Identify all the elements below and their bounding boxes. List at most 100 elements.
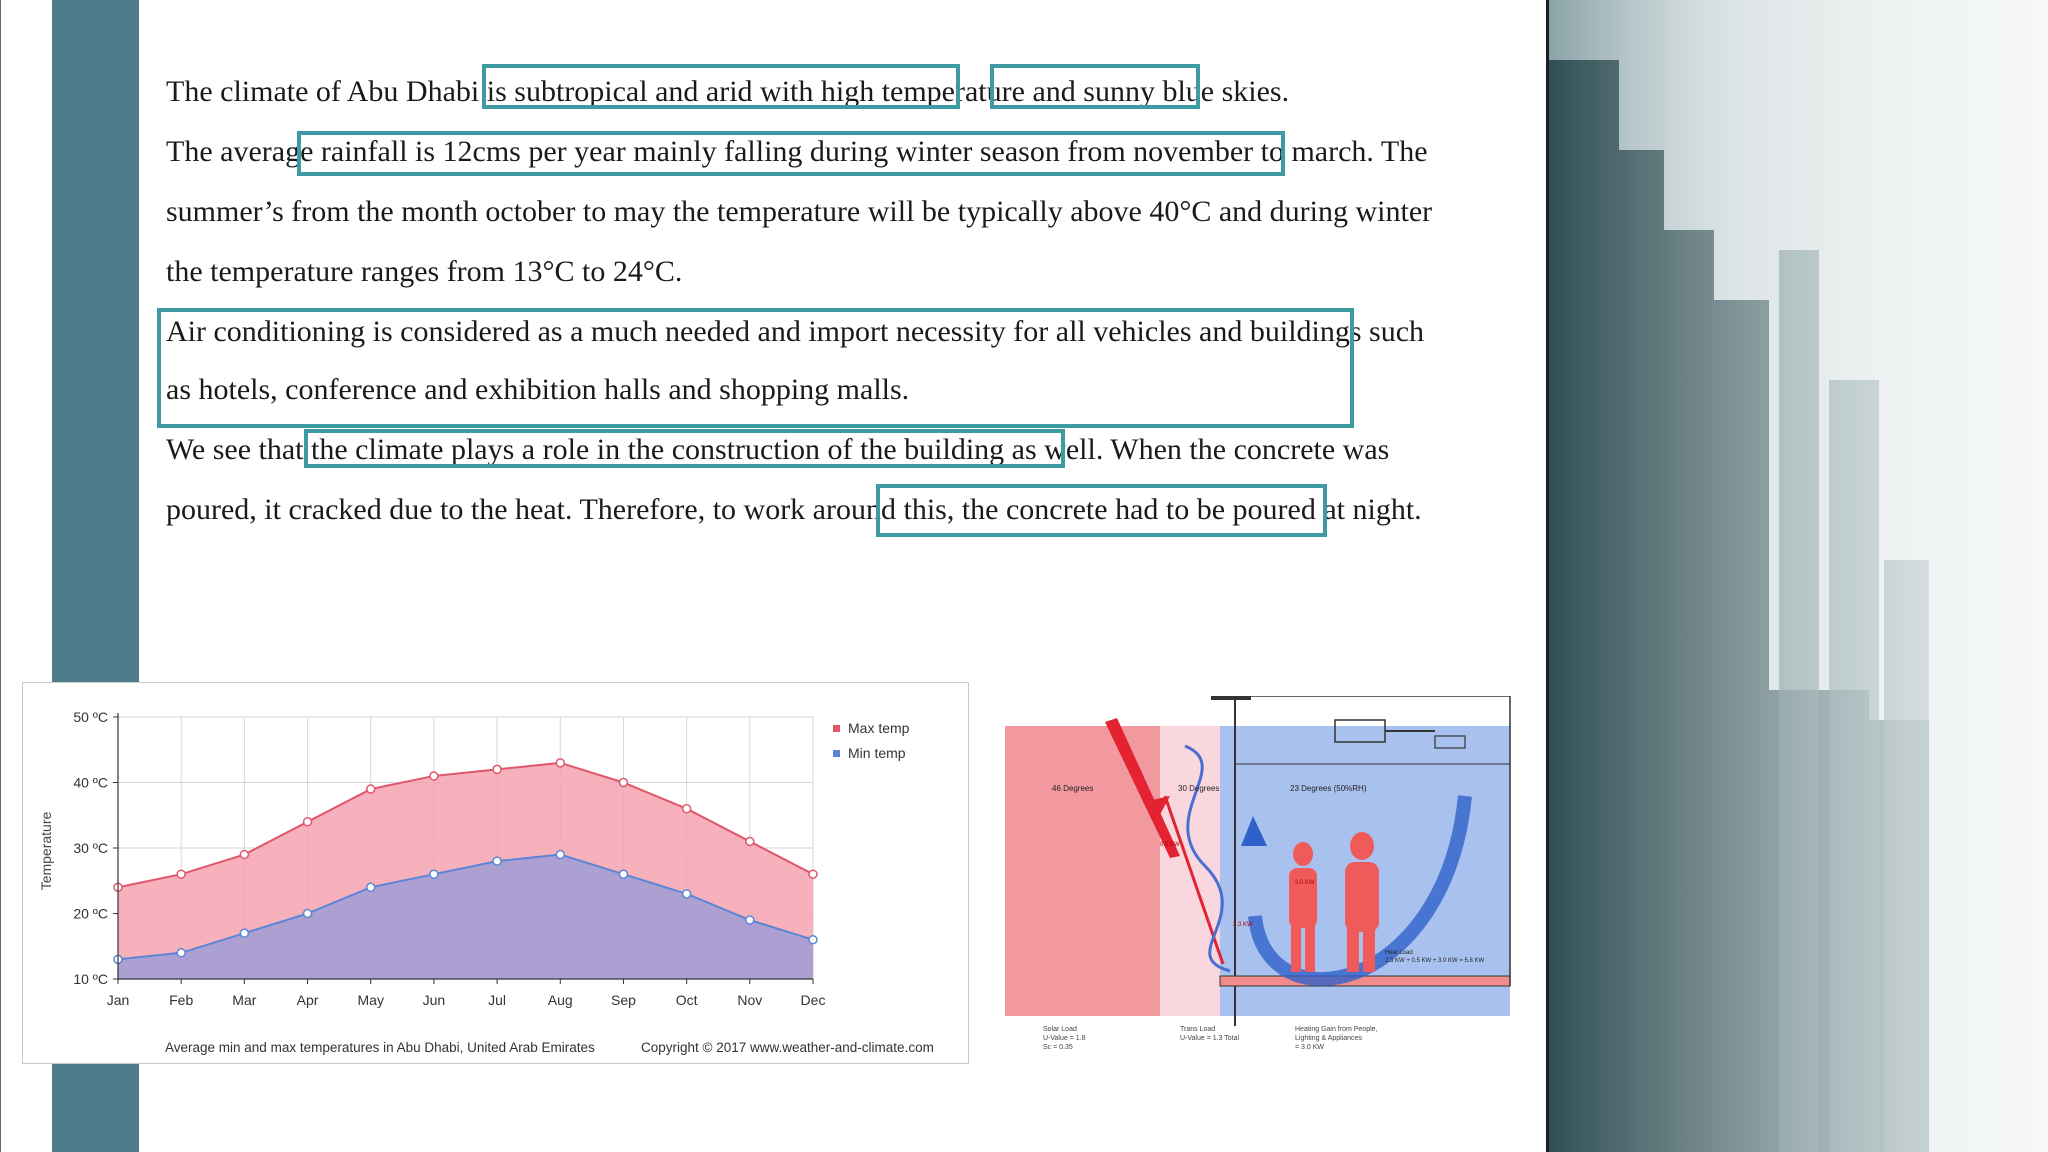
paragraph-line-7: We see that the climate plays a role in … [166, 420, 1389, 480]
sun-ray-arrow [1105, 718, 1180, 858]
legend-max-label: Max temp [848, 720, 910, 736]
temperature-chart: 10 ºC 20 ºC 30 ºC 40 ºC 50 ºC Jan Feb Mar Apr May… [22, 682, 969, 1064]
min-temp-point [492, 856, 502, 866]
x-tick-label: Dec [801, 992, 826, 1008]
max-temp-point [618, 777, 629, 788]
kw-label: 2.3 KW [1233, 922, 1253, 928]
sun-ray-arrowhead [1143, 796, 1170, 824]
min-temp-point [176, 948, 186, 958]
outside-temp-label: 46 Degrees [1052, 784, 1093, 793]
x-tick-label: Jul [488, 992, 506, 1008]
city-skyline-image [1549, 0, 2048, 1152]
roof-slab [1211, 696, 1251, 700]
max-temp-point [365, 784, 376, 794]
interior-temp-label: 23 Degrees (50%RH) [1290, 784, 1367, 793]
highlighted-phrase: rainfall is 12cms per year mainly fallin… [320, 135, 1374, 168]
x-tick-label: Apr [297, 992, 319, 1008]
text-fragment: We see that [166, 433, 312, 466]
person-head [1350, 832, 1374, 860]
max-temp-point [681, 803, 692, 814]
solar-load-u: U-Value = 1.8 [1043, 1035, 1086, 1042]
highlighted-phrase: the climate plays a role in the construc… [311, 433, 1104, 466]
min-temp-point [681, 889, 692, 899]
heat-load-value: 2.3 KW + 0.5 KW + 3.0 KW = 5.8 KW [1385, 958, 1485, 964]
floor-slab [1219, 975, 1511, 987]
person-body [1289, 868, 1317, 928]
x-tick-label: Sep [611, 992, 636, 1008]
chart-caption: Average min and max temperatures in Abu … [165, 1040, 595, 1055]
max-temp-point [302, 817, 313, 827]
min-temp-point [808, 934, 818, 945]
kw-label: 0.5 KW [1160, 842, 1180, 848]
x-tick-label: Feb [169, 992, 193, 1008]
max-temp-line [117, 761, 814, 889]
chart-copyright: Copyright © 2017 www.weather-and-climate… [641, 1040, 934, 1055]
person-leg [1347, 928, 1359, 972]
y-axis-label: Temperature [38, 811, 54, 890]
paragraph-line-8: poured, it cracked due to the heat. Ther… [166, 480, 1422, 540]
air-circulation-arrow [1248, 795, 1472, 987]
paragraph-line-5: Air conditioning is considered as a much… [166, 315, 1425, 348]
min-temp-point [555, 849, 566, 860]
paragraph-line-4: the temperature ranges from 13°C to 24°C… [166, 255, 683, 288]
x-tick-label: May [358, 992, 384, 1008]
x-tick-label: Jun [423, 992, 446, 1008]
min-temp-line [117, 853, 814, 961]
person-head [1293, 842, 1313, 866]
text-fragment: The climate of Abu Dhabi is [166, 75, 515, 108]
min-temp-point [365, 882, 376, 893]
max-temp-point [555, 758, 566, 768]
max-temp-point [808, 869, 818, 879]
max-temp-point [176, 869, 186, 879]
y-tick-label: 20 ºC [73, 906, 108, 922]
text-fragment: poured, it cracked due to the heat. Ther… [166, 493, 947, 526]
legend-swatch-min [833, 750, 840, 757]
thermal-load-diagram: 46 Degrees 30 Degrees 23 Degrees (50%RH)… [1005, 695, 1515, 1061]
y-tick-label: 50 ºC [73, 709, 108, 725]
min-temp-point [618, 869, 629, 879]
highlighted-phrase: subtropical and arid with high temperatu… [514, 75, 1025, 108]
skyline-graphic [1549, 0, 2048, 1152]
paragraph-line-1: The climate of Abu Dhabi is subtropical … [166, 62, 1289, 122]
airflow-curve [1184, 744, 1231, 973]
min-temp-point [745, 915, 755, 925]
min-temp-area [118, 854, 813, 979]
kw-label: 3.0 KW [1295, 880, 1315, 886]
max-temp-point [745, 836, 755, 847]
person-leg [1291, 924, 1301, 972]
max-temp-point [492, 764, 502, 775]
chart-svg: 10 ºC 20 ºC 30 ºC 40 ºC 50 ºC Jan Feb Mar Apr May… [38, 709, 934, 1055]
trans-load-u: U-Value = 1.3 Total [1180, 1035, 1240, 1042]
trans-load-label: Trans Load [1180, 1026, 1215, 1033]
min-temp-point [239, 928, 250, 938]
paragraph-line-6: as hotels, conference and exhibition hal… [166, 373, 910, 406]
min-temp-point [429, 869, 439, 879]
person-leg [1363, 928, 1375, 972]
text-fragment: and [1024, 75, 1084, 108]
heat-gain-value: = 3.0 KW [1295, 1044, 1324, 1051]
panel-divider [1546, 0, 1549, 1152]
legend-min-label: Min temp [848, 745, 906, 761]
heat-gain-label: Heating Gain from People, [1295, 1026, 1378, 1033]
x-tick-label: Jan [107, 992, 130, 1008]
text-fragment: The [1373, 135, 1428, 168]
person-body [1345, 862, 1379, 932]
y-tick-label: 30 ºC [73, 840, 108, 856]
fog-overlay [1549, 0, 2048, 1152]
ac-diffuser [1434, 735, 1466, 749]
chart-legend: Max temp Min temp [833, 720, 910, 761]
legend-swatch-max [833, 725, 840, 732]
solar-load-label: Solar Load [1043, 1026, 1077, 1033]
max-temp-point [239, 849, 250, 860]
x-tick-label: Mar [232, 992, 256, 1008]
paragraph-line-3: summer’s from the month october to may t… [166, 195, 1433, 228]
air-arrowhead [1241, 816, 1267, 846]
highlighted-phrase: , the concrete had to be poured at night… [946, 493, 1422, 526]
y-tick-label: 10 ºC [73, 971, 108, 987]
min-temp-point [302, 908, 313, 919]
y-tick-label: 40 ºC [73, 775, 108, 791]
text-fragment: The average [166, 135, 321, 168]
heat-load-label: Heat Load [1385, 950, 1413, 956]
x-tick-label: Oct [676, 992, 698, 1008]
highlighted-phrase: sunny blue skies. [1083, 75, 1290, 108]
